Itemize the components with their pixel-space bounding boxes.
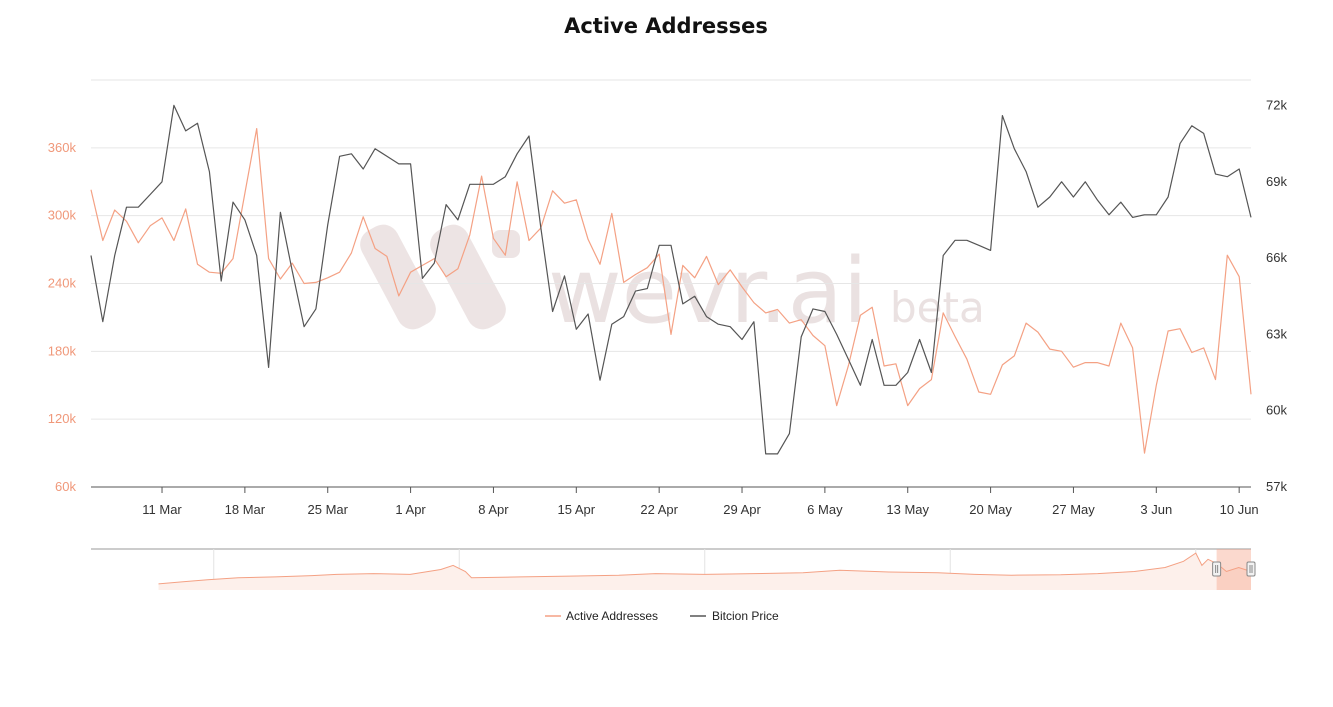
y-right-tick-label: 57k — [1266, 479, 1287, 494]
legend-item-bitcoin-price[interactable]: Bitcion Price — [690, 609, 779, 623]
y-right-tick-label: 60k — [1266, 403, 1287, 418]
x-tick-label: 18 Mar — [225, 502, 266, 517]
y-right-tick-label: 72k — [1266, 97, 1287, 112]
y-left-tick-label: 60k — [55, 479, 76, 494]
x-tick-label: 25 Mar — [308, 502, 349, 517]
x-tick-label: 8 Apr — [478, 502, 509, 517]
chart-title: Active Addresses — [564, 14, 768, 38]
legend-label-bitcoin-price: Bitcion Price — [712, 609, 779, 623]
x-tick-label: 11 Mar — [142, 502, 182, 517]
watermark-logo-bar-right — [430, 224, 506, 330]
y-right-tick-label: 63k — [1266, 326, 1287, 341]
x-tick-label: 20 May — [969, 502, 1012, 517]
y-right-tick-label: 66k — [1266, 250, 1287, 265]
navigator-handle-right[interactable] — [1246, 561, 1256, 577]
legend-label-active-addresses: Active Addresses — [566, 609, 658, 623]
navigator-area — [158, 553, 1251, 590]
y-axis-left: 60k 120k 180k 240k 300k 360k — [48, 140, 77, 494]
watermark-logo-dot — [492, 230, 520, 258]
navigator-line — [158, 552, 1252, 585]
x-tick-label: 3 Jun — [1140, 502, 1172, 517]
x-tick-label: 22 Apr — [640, 502, 678, 517]
y-axis-right: 57k 60k 63k 66k 69k 72k — [1266, 97, 1287, 494]
y-left-tick-label: 240k — [48, 276, 77, 291]
series-lines — [90, 104, 1252, 455]
navigator-selection[interactable] — [1216, 549, 1251, 590]
x-axis: 11 Mar 18 Mar 25 Mar 1 Apr 8 Apr 15 Apr 22 Apr… — [142, 487, 1259, 517]
watermark-logo-bar-left — [360, 224, 436, 330]
y-left-tick-label: 120k — [48, 411, 77, 426]
x-tick-label: 1 Apr — [395, 502, 426, 517]
y-right-tick-label: 69k — [1266, 174, 1287, 189]
series-line-active-addresses — [90, 128, 1252, 454]
x-tick-label: 6 May — [807, 502, 843, 517]
legend: Active Addresses Bitcion Price — [545, 609, 779, 623]
x-tick-label: 29 Apr — [723, 502, 761, 517]
x-tick-label: 13 May — [886, 502, 929, 517]
range-navigator[interactable]: 20162018202020222024 — [91, 548, 1256, 590]
x-tick-label: 27 May — [1052, 502, 1095, 517]
x-tick-label: 10 Jun — [1220, 502, 1259, 517]
y-left-tick-label: 360k — [48, 140, 77, 155]
x-tick-label: 15 Apr — [558, 502, 596, 517]
grid-lines — [91, 79, 1251, 488]
navigator-handle-left[interactable] — [1212, 561, 1222, 577]
y-left-tick-label: 180k — [48, 343, 77, 358]
y-left-tick-label: 300k — [48, 208, 77, 223]
series-line-bitcoin-price — [90, 104, 1252, 455]
legend-item-active-addresses[interactable]: Active Addresses — [545, 609, 658, 623]
